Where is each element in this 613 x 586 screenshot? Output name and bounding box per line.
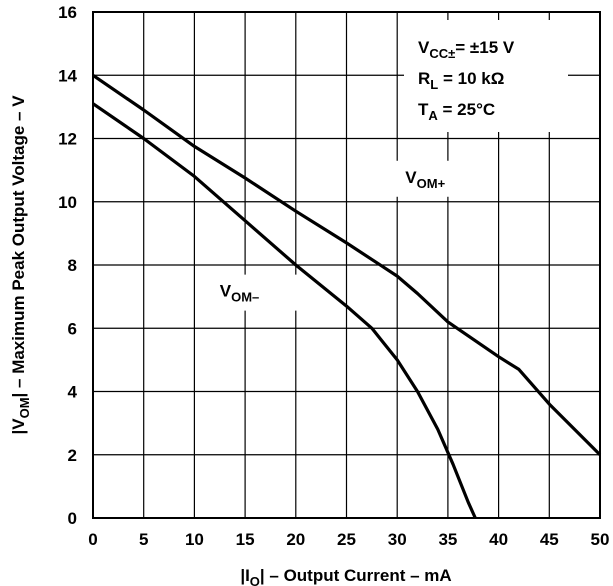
x-tick-label: 20 xyxy=(286,530,305,549)
x-tick-label: 10 xyxy=(185,530,204,549)
series-label-background xyxy=(209,274,300,311)
conditions-box: VCC±= ±15 V RL = 10 kΩ TA = 25°C xyxy=(404,20,568,132)
series-labels: VOM+ VOM– xyxy=(209,160,486,311)
y-tick-label: 6 xyxy=(68,319,77,338)
y-tick-label: 2 xyxy=(68,446,77,465)
series-lines xyxy=(92,73,602,519)
y-tick-label: 14 xyxy=(58,66,77,85)
x-tick-label: 0 xyxy=(88,530,97,549)
y-axis-label: |VOM| – Maximum Peak Output Voltage – V xyxy=(9,95,32,435)
y-tick-label: 16 xyxy=(58,3,77,22)
y-tick-label: 0 xyxy=(68,509,77,528)
condition-ta: TA = 25°C xyxy=(418,100,495,123)
condition-rl: RL = 10 kΩ xyxy=(418,69,504,92)
y-tick-labels: 0 2 4 6 8 10 12 14 16 xyxy=(58,3,77,528)
series-line-vom-minus xyxy=(92,102,477,519)
x-tick-label: 45 xyxy=(540,530,559,549)
plot-frame xyxy=(92,11,601,519)
x-tick-labels: 0 5 10 15 20 25 30 35 40 45 50 xyxy=(88,530,609,549)
x-tick-label: 5 xyxy=(139,530,148,549)
series-line-vom-plus xyxy=(92,73,602,456)
y-tick-label: 8 xyxy=(68,256,77,275)
x-tick-label: 15 xyxy=(236,530,255,549)
y-tick-label: 4 xyxy=(68,383,78,402)
y-tick-label: 10 xyxy=(58,193,77,212)
x-axis-label: |IO| – Output Current – mA xyxy=(240,566,451,586)
y-tick-label: 12 xyxy=(58,130,77,149)
x-tick-label: 30 xyxy=(388,530,407,549)
series-label-background xyxy=(395,160,486,197)
x-tick-label: 25 xyxy=(337,530,356,549)
series-label-vom-plus: VOM+ xyxy=(405,168,445,191)
x-tick-label: 40 xyxy=(489,530,508,549)
x-tick-label: 50 xyxy=(591,530,610,549)
x-tick-label: 35 xyxy=(438,530,457,549)
condition-vcc: VCC±= ±15 V xyxy=(418,38,515,61)
series-label-vom-minus: VOM– xyxy=(220,282,260,305)
